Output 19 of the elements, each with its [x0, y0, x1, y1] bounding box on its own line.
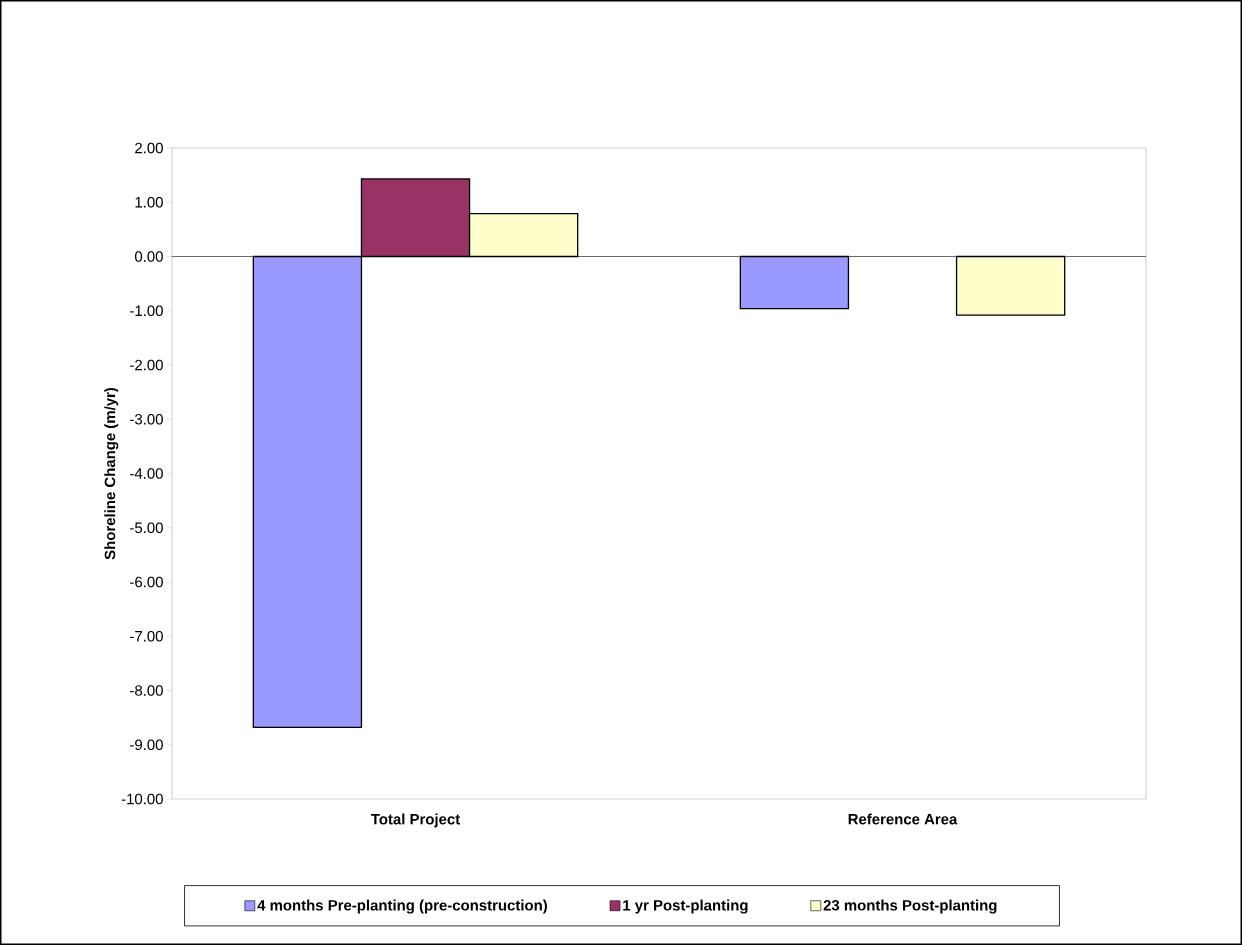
y-tick-label: -10.00: [121, 793, 163, 805]
y-tick-label: -4.00: [130, 468, 163, 479]
x-tick-label: Reference Area: [848, 813, 958, 825]
y-tick-label: 1.00: [135, 196, 163, 208]
legend-label: 1 yr Post-planting: [623, 899, 748, 914]
y-tick-label: -2.00: [130, 359, 163, 371]
y-tick-label: -3.00: [130, 413, 163, 425]
x-tick-label: Total Project: [370, 813, 461, 828]
y-tick-label: -9.00: [130, 739, 163, 751]
y-tick-label: -7.00: [130, 630, 163, 642]
y-tick-label: -6.00: [130, 576, 163, 588]
legend-label: 23 months Post-planting: [823, 899, 997, 914]
y-tick-label: -8.00: [130, 685, 163, 696]
y-tick-label: -1.00: [130, 305, 163, 317]
y-tick-label: 2.00: [135, 142, 163, 154]
legend-label: 4 months Pre-planting (pre-construction): [257, 899, 547, 914]
y-tick-label: 0.00: [134, 251, 163, 262]
y-axis-title: Shoreline Change (m/yr): [104, 387, 119, 560]
y-tick-label: -5.00: [130, 522, 163, 534]
